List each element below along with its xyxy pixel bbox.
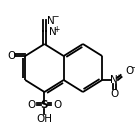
- Text: −: −: [130, 65, 135, 71]
- Text: O: O: [7, 51, 15, 61]
- Text: O: O: [125, 66, 134, 76]
- Text: OH: OH: [36, 114, 52, 124]
- Text: S: S: [41, 100, 48, 110]
- Text: +: +: [115, 74, 121, 80]
- Text: O: O: [110, 89, 118, 99]
- Text: N: N: [110, 75, 118, 85]
- Text: N: N: [49, 27, 57, 37]
- Text: −: −: [52, 12, 58, 21]
- Text: +: +: [54, 25, 60, 34]
- Text: O: O: [27, 100, 36, 110]
- Text: O: O: [53, 100, 62, 110]
- Text: N: N: [47, 16, 55, 26]
